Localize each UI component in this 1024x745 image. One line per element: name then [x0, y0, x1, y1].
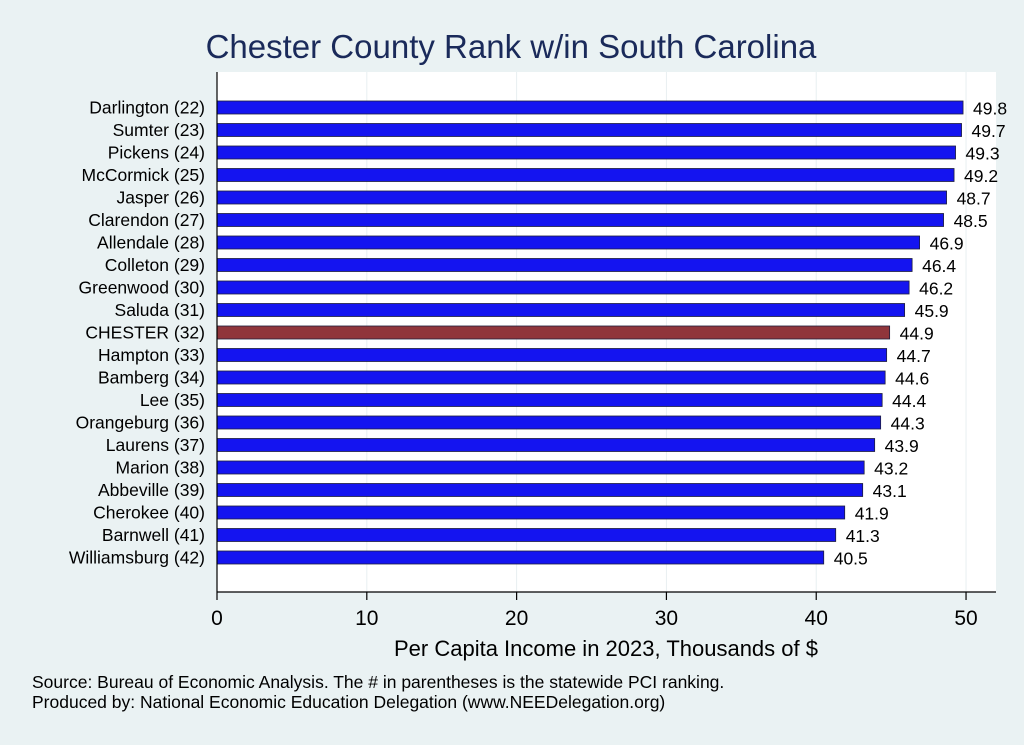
- value-label: 49.3: [966, 144, 1000, 164]
- value-label: 46.4: [922, 256, 956, 276]
- value-label: 44.4: [892, 391, 926, 411]
- bar: [216, 483, 864, 497]
- category-label: Orangeburg (36): [76, 413, 205, 433]
- category-label: Jasper (26): [116, 188, 205, 208]
- value-label: 49.8: [973, 99, 1007, 119]
- category-label: CHESTER (32): [85, 323, 205, 343]
- category-label: Pickens (24): [108, 143, 205, 163]
- value-label: 48.5: [954, 211, 988, 231]
- x-axis-ticks: 0 10 20 30 40 50: [211, 592, 978, 630]
- category-label: McCormick (25): [82, 165, 205, 185]
- value-label: 48.7: [957, 189, 991, 209]
- category-label: Colleton (29): [105, 255, 205, 275]
- category-label: Cherokee (40): [93, 503, 205, 523]
- bar: [216, 168, 955, 182]
- bars-group: [216, 100, 964, 565]
- value-label: 44.9: [900, 324, 934, 344]
- category-label: Lee (35): [140, 390, 205, 410]
- category-label: Marion (38): [116, 458, 205, 478]
- bar: [216, 415, 882, 430]
- category-labels: Darlington (22)Sumter (23) Pickens (24)Mc…: [69, 98, 205, 568]
- bar: [216, 303, 906, 317]
- value-label: 45.9: [915, 301, 949, 321]
- bar: [216, 235, 920, 250]
- producer-note: Produced by: National Economic Education…: [32, 692, 666, 712]
- bar: [216, 528, 837, 542]
- category-label: Clarendon (27): [88, 210, 205, 230]
- value-label: 46.2: [919, 279, 953, 299]
- value-label: 41.3: [846, 526, 880, 546]
- x-axis-label: Per Capita Income in 2023, Thousands of …: [394, 636, 818, 661]
- category-label: Sumter (23): [113, 120, 205, 140]
- bar: [216, 550, 825, 565]
- value-label: 44.6: [895, 369, 929, 389]
- category-label: Williamsburg (42): [69, 548, 205, 568]
- bar-highlight: [216, 325, 891, 340]
- value-label: 49.2: [964, 166, 998, 186]
- category-label: Darlington (22): [89, 98, 205, 118]
- category-label: Saluda (31): [115, 300, 205, 320]
- value-label: 46.9: [930, 234, 964, 254]
- bar: [216, 145, 956, 160]
- value-label: 44.7: [897, 346, 931, 366]
- bar: [216, 213, 944, 227]
- value-label: 40.5: [834, 549, 868, 569]
- bar: [216, 348, 888, 362]
- chart-title: Chester County Rank w/in South Carolina: [206, 28, 817, 65]
- bar: [216, 505, 846, 520]
- x-tick-label: 50: [954, 607, 977, 630]
- category-label: Barnwell (41): [102, 525, 205, 545]
- category-label: Allendale (28): [97, 233, 205, 253]
- x-tick-label: 20: [505, 607, 528, 630]
- bar: [216, 190, 947, 205]
- bar: [216, 370, 886, 385]
- x-tick-label: 40: [805, 607, 828, 630]
- x-tick-label: 30: [655, 607, 678, 630]
- value-labels: 49.849.7 49.349.2 48.748.5 46.946.4 46.245.9…: [834, 99, 1007, 569]
- category-label: Bamberg (34): [98, 368, 205, 388]
- category-label: Hampton (33): [98, 345, 205, 365]
- category-label: Laurens (37): [106, 435, 205, 455]
- value-label: 41.9: [855, 504, 889, 524]
- value-label: 44.3: [891, 414, 925, 434]
- category-label: Abbeville (39): [98, 480, 205, 500]
- value-label: 43.9: [885, 436, 919, 456]
- x-tick-label: 10: [355, 607, 378, 630]
- bar: [216, 258, 913, 272]
- x-tick-label: 0: [211, 607, 223, 630]
- bar: [216, 100, 964, 115]
- bar: [216, 460, 865, 475]
- value-label: 43.2: [874, 459, 908, 479]
- category-label: Greenwood (30): [79, 278, 205, 298]
- bar: [216, 280, 910, 295]
- value-label: 43.1: [873, 481, 907, 501]
- value-label: 49.7: [972, 121, 1006, 141]
- bar: [216, 438, 876, 452]
- bar: [216, 393, 883, 407]
- source-note: Source: Bureau of Economic Analysis. The…: [32, 672, 725, 692]
- bar: [216, 123, 962, 137]
